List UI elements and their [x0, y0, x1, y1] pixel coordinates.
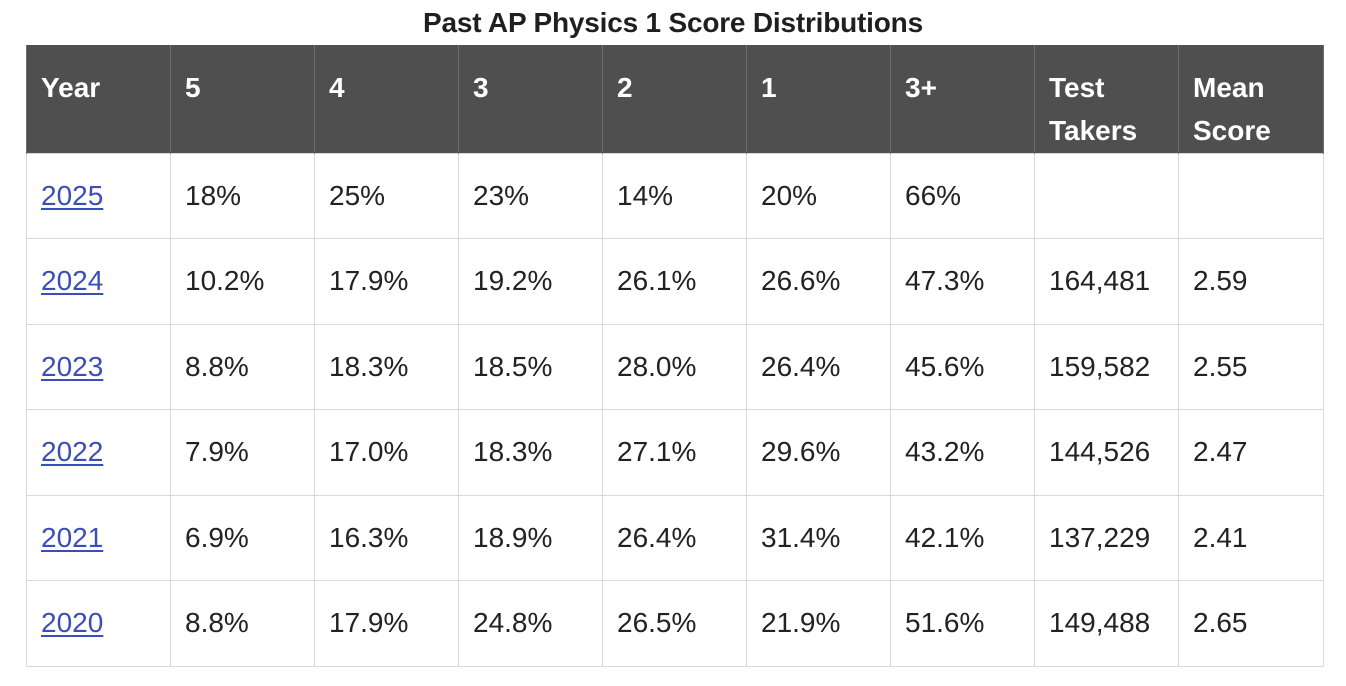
score-1-cell: 26.6%	[746, 238, 891, 325]
year-cell: 2023	[26, 323, 171, 410]
mean-score-cell: 2.59	[1178, 238, 1324, 325]
year-link-2023[interactable]: 2023	[41, 350, 104, 382]
header-mean-score: Mean Score	[1178, 45, 1324, 153]
year-link-2020[interactable]: 2020	[41, 607, 104, 639]
score-1-cell: 26.4%	[746, 323, 891, 410]
score-distribution-table: Year 5 4 3 2 1 3+ Test Takers Mean Score…	[26, 45, 1324, 667]
year-link-2021[interactable]: 2021	[41, 521, 104, 553]
year-link-2022[interactable]: 2022	[41, 436, 104, 468]
header-test-takers: Test Takers	[1034, 45, 1179, 153]
year-cell: 2025	[26, 152, 171, 239]
score-3-cell: 18.3%	[458, 409, 603, 496]
score-1-cell: 31.4%	[746, 494, 891, 581]
year-cell: 2020	[26, 580, 171, 667]
score-2-cell: 26.1%	[602, 238, 747, 325]
table-row: 2023 8.8% 18.3% 18.5% 28.0% 26.4% 45.6% …	[26, 323, 1324, 410]
header-score-1: 1	[746, 45, 891, 153]
table-row: 2022 7.9% 17.0% 18.3% 27.1% 29.6% 43.2% …	[26, 409, 1324, 496]
score-2-cell: 26.5%	[602, 580, 747, 667]
score-4-cell: 25%	[314, 152, 459, 239]
score-3-plus-cell: 66%	[890, 152, 1035, 239]
table-row: 2021 6.9% 16.3% 18.9% 26.4% 31.4% 42.1% …	[26, 494, 1324, 581]
table-row: 2024 10.2% 17.9% 19.2% 26.1% 26.6% 47.3%…	[26, 238, 1324, 325]
score-3-plus-cell: 45.6%	[890, 323, 1035, 410]
test-takers-cell: 149,488	[1034, 580, 1179, 667]
score-3-cell: 23%	[458, 152, 603, 239]
mean-score-cell: 2.47	[1178, 409, 1324, 496]
test-takers-cell: 137,229	[1034, 494, 1179, 581]
mean-score-cell: 2.55	[1178, 323, 1324, 410]
score-2-cell: 27.1%	[602, 409, 747, 496]
score-3-cell: 18.9%	[458, 494, 603, 581]
year-cell: 2024	[26, 238, 171, 325]
score-3-plus-cell: 47.3%	[890, 238, 1035, 325]
score-5-cell: 7.9%	[170, 409, 315, 496]
header-year: Year	[26, 45, 171, 153]
year-cell: 2022	[26, 409, 171, 496]
score-5-cell: 10.2%	[170, 238, 315, 325]
score-3-plus-cell: 43.2%	[890, 409, 1035, 496]
score-5-cell: 18%	[170, 152, 315, 239]
score-3-plus-cell: 51.6%	[890, 580, 1035, 667]
score-3-cell: 24.8%	[458, 580, 603, 667]
score-5-cell: 8.8%	[170, 580, 315, 667]
page-title: Past AP Physics 1 Score Distributions	[423, 7, 923, 38]
test-takers-cell: 164,481	[1034, 238, 1179, 325]
test-takers-cell: 159,582	[1034, 323, 1179, 410]
header-score-4: 4	[314, 45, 459, 153]
score-3-plus-cell: 42.1%	[890, 494, 1035, 581]
year-cell: 2021	[26, 494, 171, 581]
score-4-cell: 17.0%	[314, 409, 459, 496]
header-score-5: 5	[170, 45, 315, 153]
score-5-cell: 8.8%	[170, 323, 315, 410]
score-1-cell: 21.9%	[746, 580, 891, 667]
header-score-3-plus: 3+	[890, 45, 1035, 153]
test-takers-cell: 144,526	[1034, 409, 1179, 496]
score-4-cell: 16.3%	[314, 494, 459, 581]
header-score-3: 3	[458, 45, 603, 153]
table-row: 2020 8.8% 17.9% 24.8% 26.5% 21.9% 51.6% …	[26, 580, 1324, 667]
score-2-cell: 26.4%	[602, 494, 747, 581]
table-row: 2025 18% 25% 23% 14% 20% 66%	[26, 152, 1324, 239]
header-score-2: 2	[602, 45, 747, 153]
score-1-cell: 20%	[746, 152, 891, 239]
score-1-cell: 29.6%	[746, 409, 891, 496]
score-3-cell: 19.2%	[458, 238, 603, 325]
test-takers-cell	[1034, 152, 1179, 239]
year-link-2025[interactable]: 2025	[41, 179, 104, 211]
score-4-cell: 17.9%	[314, 580, 459, 667]
score-5-cell: 6.9%	[170, 494, 315, 581]
year-link-2024[interactable]: 2024	[41, 265, 104, 297]
score-4-cell: 18.3%	[314, 323, 459, 410]
mean-score-cell: 2.41	[1178, 494, 1324, 581]
score-3-cell: 18.5%	[458, 323, 603, 410]
score-4-cell: 17.9%	[314, 238, 459, 325]
mean-score-cell	[1178, 152, 1324, 239]
mean-score-cell: 2.65	[1178, 580, 1324, 667]
score-2-cell: 14%	[602, 152, 747, 239]
table-header-row: Year 5 4 3 2 1 3+ Test Takers Mean Score	[26, 45, 1324, 153]
score-2-cell: 28.0%	[602, 323, 747, 410]
